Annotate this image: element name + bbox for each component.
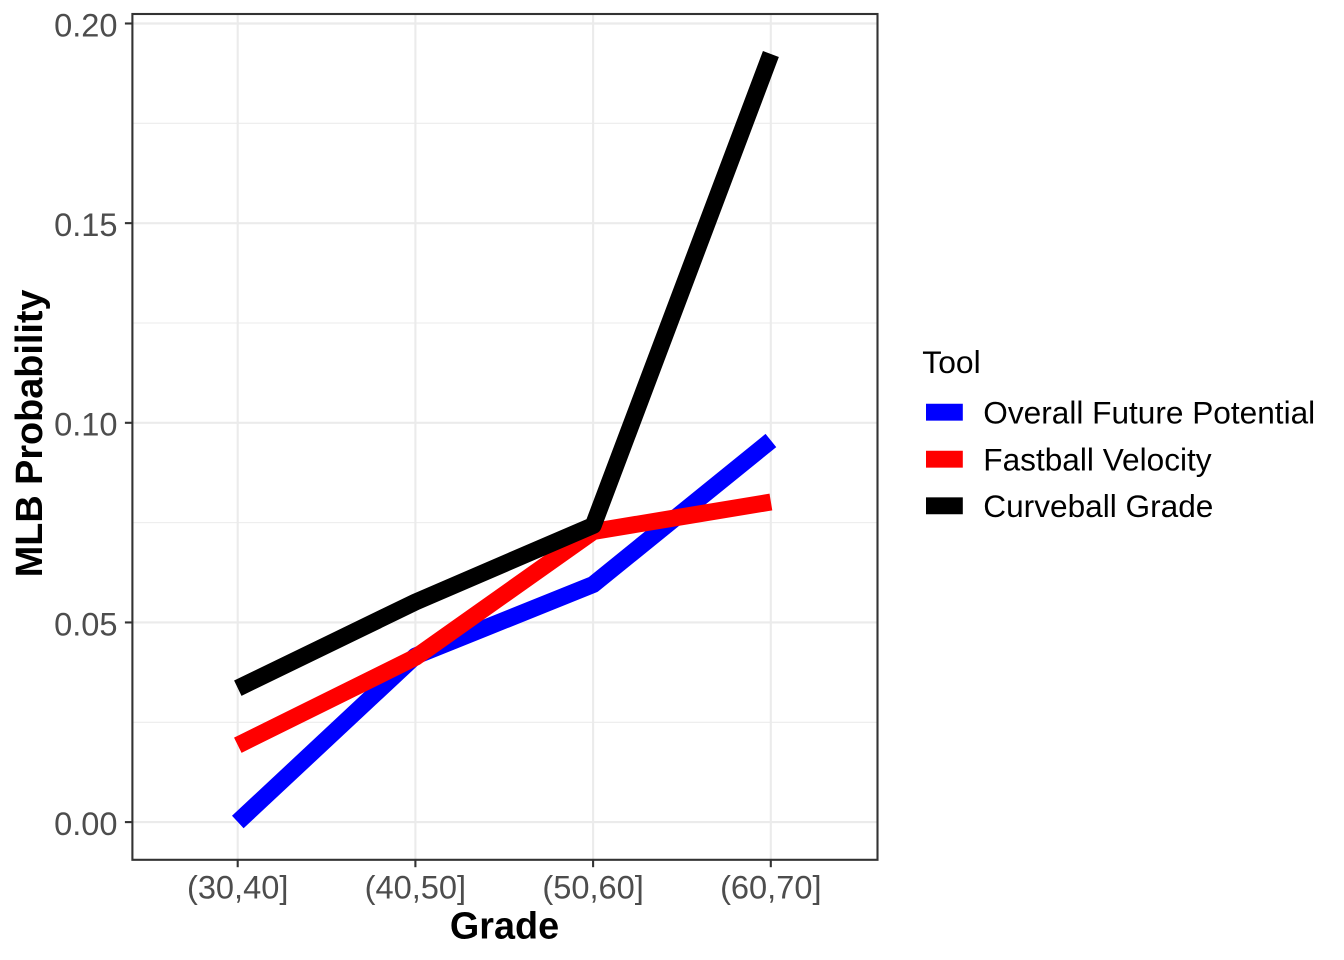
svg-text:Overall Future Potential: Overall Future Potential — [983, 394, 1315, 430]
svg-text:(30,40]: (30,40] — [187, 869, 288, 906]
svg-text:0.15: 0.15 — [54, 206, 117, 243]
svg-text:0.10: 0.10 — [54, 406, 117, 443]
svg-text:(50,60]: (50,60] — [542, 869, 643, 906]
svg-text:Tool: Tool — [922, 344, 980, 380]
svg-text:0.05: 0.05 — [54, 605, 117, 642]
svg-text:0.20: 0.20 — [54, 6, 117, 43]
svg-text:0.00: 0.00 — [54, 805, 117, 842]
svg-text:Fastball Velocity: Fastball Velocity — [983, 441, 1211, 477]
svg-text:Curveball Grade: Curveball Grade — [983, 488, 1213, 524]
svg-text:(60,70]: (60,70] — [720, 869, 821, 906]
svg-text:(40,50]: (40,50] — [365, 869, 466, 906]
svg-text:MLB Probability: MLB Probability — [9, 290, 51, 578]
svg-text:Grade: Grade — [450, 906, 559, 948]
